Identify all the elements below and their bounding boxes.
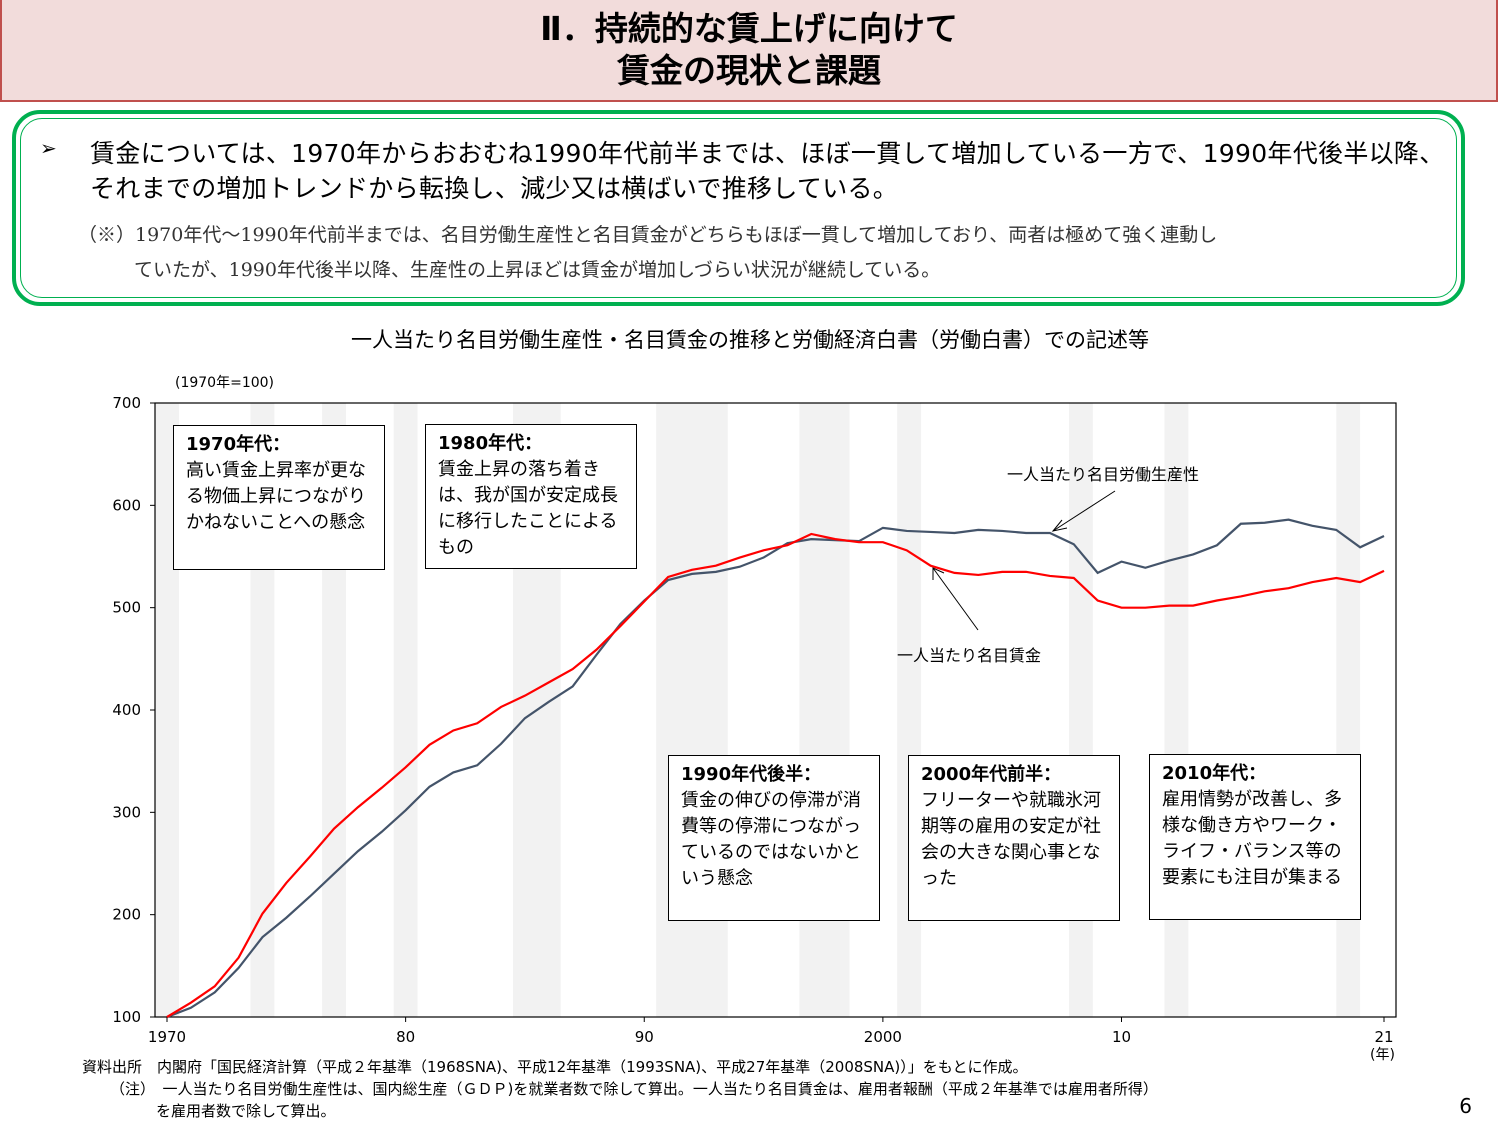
annotation-heading: 2010年代： — [1162, 763, 1267, 784]
shaded-period — [155, 403, 179, 1017]
slide-title-line2: 賃金の現状と課題 — [617, 51, 881, 90]
annotation-2010s: 2010年代： 雇用情勢が改善し、多様な働き方やワーク・ライフ・バランス等の要素に… — [1149, 754, 1361, 920]
series-label-productivity: 一人当たり名目労働生産性 — [1007, 465, 1200, 484]
productivity-label-arrow — [1052, 490, 1116, 532]
x-axis-unit: (年) — [1370, 1047, 1395, 1063]
shaded-period — [1164, 403, 1189, 1017]
y-axis-unit: (1970年=100) — [175, 375, 275, 391]
summary-note-line1: （※）1970年代～1990年代前半までは、名目労働生産性と名目賃金がどちらもほ… — [78, 224, 1218, 246]
y-tick-label: 200 — [112, 906, 141, 924]
x-tick-label: 2000 — [864, 1028, 902, 1046]
y-tick-label: 400 — [112, 701, 141, 719]
series-label-wage: 一人当たり名目賃金 — [897, 646, 1042, 665]
shaded-period — [897, 403, 922, 1017]
slide-title-line1: Ⅱ．持続的な賃上げに向けて — [540, 9, 958, 48]
wage-label-arrow — [932, 567, 979, 631]
arrowhead-icon — [932, 567, 945, 580]
annotation-body: 雇用情勢が改善し、多様な働き方やワーク・ライフ・バランス等の要素にも注目が集まる — [1162, 789, 1342, 888]
summary-note: （※）1970年代～1990年代前半までは、名目労働生産性と名目賃金がどちらもほ… — [78, 218, 1448, 288]
annotation-heading: 1970年代： — [186, 434, 291, 455]
shaded-period — [799, 403, 850, 1017]
source-note: 資料出所 内閣府「国民経済計算（平成２年基準（1968SNA)、平成12年基準（… — [82, 1058, 1028, 1076]
footnote-line2: を雇用者数で除して算出。 — [156, 1102, 336, 1120]
annotation-body: 賃金上昇の落ち着きは、我が国が安定成長に移行したことによるもの — [438, 459, 618, 558]
y-tick-label: 100 — [112, 1008, 141, 1026]
shaded-period — [1336, 403, 1361, 1017]
y-tick-label: 300 — [112, 803, 141, 821]
x-tick-label: 90 — [635, 1028, 654, 1046]
footnote-line1: （注） 一人当たり名目労働生産性は、国内総生産（ＧＤＰ)を就業者数で除して算出。… — [110, 1080, 1158, 1098]
summary-lead: 賃金については、1970年からおおむね1990年代前半までは、ほぼ一貫して増加し… — [90, 139, 1445, 203]
y-tick-label: 600 — [112, 496, 141, 514]
x-tick-label: 21 — [1374, 1028, 1393, 1046]
productivity-line — [166, 518, 1385, 1019]
wage-line — [166, 532, 1385, 1018]
shaded-period — [1069, 403, 1093, 1017]
x-tick-label: 80 — [396, 1028, 415, 1046]
shaded-period — [393, 403, 418, 1017]
annotation-heading: 1980年代： — [438, 433, 543, 454]
annotation-heading: 2000年代前半： — [921, 764, 1062, 785]
footer-notes: 資料出所 内閣府「国民経済計算（平成２年基準（1968SNA)、平成12年基準（… — [82, 1056, 1158, 1122]
summary-note-line2: ていたが、1990年代後半以降、生産性の上昇ほどは賃金が増加しづらい状況が継続し… — [134, 259, 941, 281]
y-tick-label: 500 — [112, 599, 141, 617]
annotation-1980s: 1980年代： 賃金上昇の落ち着きは、我が国が安定成長に移行したことによるもの — [425, 424, 637, 569]
annotation-body: フリーターや就職氷河期等の雇用の安定が社会の大きな関心事となった — [921, 790, 1101, 889]
annotation-heading: 1990年代後半： — [681, 764, 822, 785]
x-tick-label: 1970 — [148, 1028, 186, 1046]
page-number: 6 — [1459, 1094, 1472, 1118]
y-tick-label: 700 — [112, 394, 141, 412]
arrow-bullet-icon: ➢ — [40, 136, 57, 160]
annotation-body: 賃金の伸びの停滞が消費等の停滞につながっているのではないかという懸念 — [681, 790, 861, 889]
arrowhead-icon — [1051, 519, 1068, 532]
summary-box-inner-border — [20, 118, 1457, 298]
annotation-late-1990s: 1990年代後半： 賃金の伸びの停滞が消費等の停滞につながっているのではないかとい… — [668, 755, 880, 921]
summary-box: ➢ 賃金については、1970年からおおむね1990年代前半までは、ほぼ一貫して増… — [12, 110, 1465, 306]
slide-header: Ⅱ．持続的な賃上げに向けて 賃金の現状と課題 — [0, 0, 1498, 102]
annotation-early-2000s: 2000年代前半： フリーターや就職氷河期等の雇用の安定が社会の大きな関心事となっ… — [908, 755, 1120, 921]
shaded-period — [656, 403, 728, 1017]
x-tick-label: 10 — [1112, 1028, 1131, 1046]
annotation-1970s: 1970年代： 高い賃金上昇率が更なる物価上昇につながりかねないことへの懸念 — [173, 425, 385, 570]
annotation-body: 高い賃金上昇率が更なる物価上昇につながりかねないことへの懸念 — [186, 460, 366, 533]
chart-title: 一人当たり名目労働生産性・名目賃金の推移と労働経済白書（労働白書）での記述等 — [351, 328, 1149, 352]
